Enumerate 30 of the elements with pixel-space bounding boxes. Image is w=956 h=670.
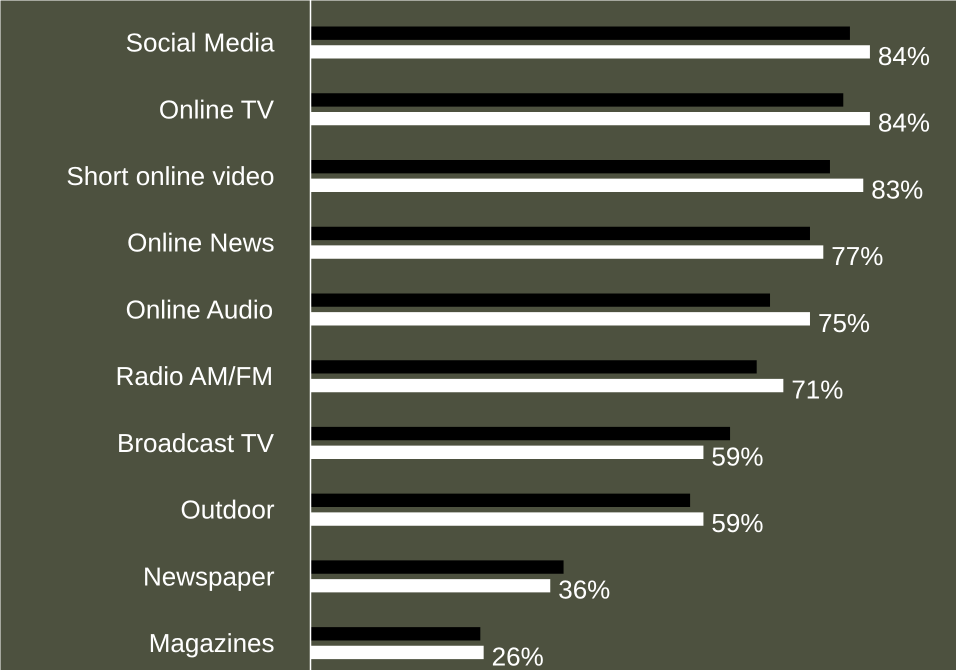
y-tick-label: Online TV xyxy=(158,94,275,124)
bar xyxy=(310,226,810,240)
data-label: 75% xyxy=(818,308,870,338)
bar xyxy=(310,627,480,640)
data-label: 59% xyxy=(711,508,764,538)
y-tick-label: Outdoor xyxy=(180,494,275,525)
y-tick-label: Radio AM/FM xyxy=(116,361,274,392)
bar xyxy=(310,360,757,374)
bar xyxy=(310,494,690,508)
data-label: 84% xyxy=(878,108,930,138)
y-tick-label: Social Media xyxy=(126,28,276,58)
data-label: 36% xyxy=(558,574,610,605)
y-tick-label: Newspaper xyxy=(142,561,275,592)
data-label: 26% xyxy=(492,641,544,670)
bar xyxy=(310,560,564,574)
data-label: 71% xyxy=(791,374,844,405)
y-tick-label: Online News xyxy=(127,228,275,258)
data-label: 59% xyxy=(711,441,764,472)
bar xyxy=(310,293,770,307)
bar xyxy=(310,93,844,107)
bar xyxy=(310,160,830,174)
y-tick-label: Online Audio xyxy=(126,294,274,324)
data-label: 83% xyxy=(871,174,924,204)
y-tick-label: Magazines xyxy=(148,628,274,658)
data-label: 84% xyxy=(878,40,930,71)
bar xyxy=(310,26,850,40)
y-tick-label: Short online video xyxy=(66,161,274,192)
data-label: 77% xyxy=(831,241,884,272)
bar xyxy=(310,426,730,440)
y-tick-label: Broadcast TV xyxy=(116,428,275,458)
